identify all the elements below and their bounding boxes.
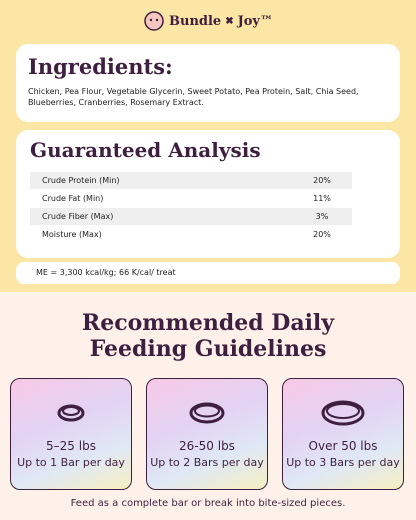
energy-text: ME = 3,300 kcal/kg; 66 K/cal/ treat <box>36 268 176 277</box>
feeding-card: 26-50 lbs Up to 2 Bars per day <box>146 378 268 490</box>
ingredients-text: Chicken, Pea Flour, Vegetable Glycerin, … <box>28 87 359 107</box>
feeding-card: Over 50 lbs Up to 3 Bars per day <box>282 378 404 490</box>
weight-range: 26-50 lbs <box>179 439 235 453</box>
logo-icon <box>144 11 164 31</box>
ingredients-title: Ingredients: <box>28 54 173 79</box>
feeding-title: Recommended Daily Feeding Guidelines <box>0 310 416 362</box>
bowl-icon <box>57 404 85 422</box>
analysis-row: Crude Protein (Min) 20% <box>30 172 352 189</box>
nutrient-name: Moisture (Max) <box>42 230 102 239</box>
nutrient-value: 11% <box>313 194 331 203</box>
ingredients-card: Ingredients: Chicken, Pea Flour, Vegetab… <box>16 44 400 122</box>
analysis-card: Guaranteed Analysis Crude Protein (Min) 2… <box>16 130 400 258</box>
footer-text: Feed as a complete bar or break into bit… <box>70 498 346 509</box>
energy-card: ME = 3,300 kcal/kg; 66 K/cal/ treat <box>16 262 400 284</box>
amount: Up to 1 Bar per day <box>17 456 125 469</box>
brand-left: Bundle <box>169 13 222 29</box>
nutrient-name: Crude Protein (Min) <box>42 176 120 185</box>
analysis-title: Guaranteed Analysis <box>30 138 261 162</box>
bowl-icon <box>321 400 365 426</box>
feeding-title-line: Recommended Daily <box>81 310 335 336</box>
analysis-row: Crude Fiber (Max) 3% <box>30 208 352 225</box>
brand: Bundle ✖ Joy™ <box>0 10 416 32</box>
analysis-row: Crude Fat (Min) 11% <box>30 190 352 207</box>
bowl-icon <box>189 402 225 424</box>
feeding-card: 5–25 lbs Up to 1 Bar per day <box>10 378 132 490</box>
nutrient-value: 20% <box>313 176 331 185</box>
nutrient-value: 20% <box>313 230 331 239</box>
weight-range: 5–25 lbs <box>46 439 96 453</box>
analysis-row: Moisture (Max) 20% <box>30 226 352 243</box>
brand-x: ✖ <box>225 15 234 27</box>
nutrient-value: 3% <box>315 212 329 221</box>
brand-right: Joy™ <box>237 13 273 29</box>
feeding-title-line: Feeding Guidelines <box>89 336 327 362</box>
nutrient-name: Crude Fiber (Max) <box>42 212 114 221</box>
amount: Up to 2 Bars per day <box>150 456 264 469</box>
weight-range: Over 50 lbs <box>308 439 378 453</box>
amount: Up to 3 Bars per day <box>286 456 400 469</box>
nutrient-name: Crude Fat (Min) <box>42 194 104 203</box>
